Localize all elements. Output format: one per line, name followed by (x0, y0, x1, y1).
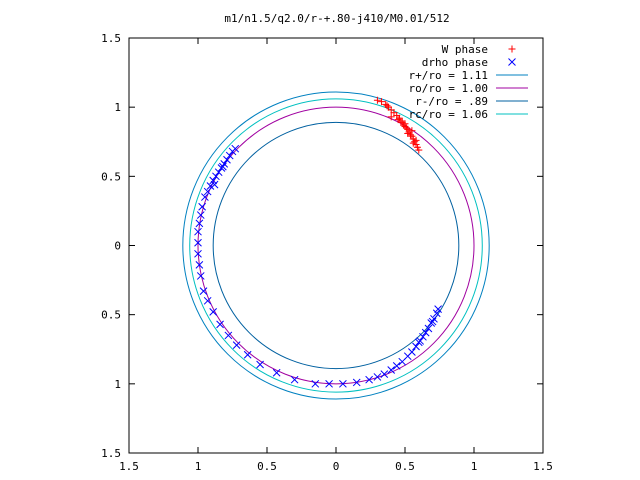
drho-phase-point (194, 249, 202, 258)
drho-phase-point (231, 144, 240, 153)
legend-label: r-/ro = .89 (415, 95, 488, 108)
circle-line (182, 91, 490, 400)
w-phase-point (415, 146, 423, 154)
drho-phase-point (203, 296, 212, 305)
w-phase-point (383, 102, 391, 110)
w-phase-point (408, 127, 416, 135)
drho-phase-point (196, 272, 205, 280)
drho-phase-point (424, 324, 433, 333)
x-tick-label: 1 (195, 460, 202, 473)
drho-phase-point (392, 361, 401, 370)
drho-phase-point (256, 360, 264, 369)
drho-phase-point (194, 238, 202, 247)
legend-label: W phase (442, 43, 488, 56)
circle-line (212, 121, 460, 370)
drho-phase-point (387, 366, 396, 374)
drho-phase-point (290, 375, 299, 384)
drho-phase-point (199, 287, 208, 296)
circle-series-group (182, 91, 490, 400)
drho-phase-point (365, 375, 373, 384)
drho-phase-point (412, 342, 420, 351)
legend-item: r+/ro = 1.11 (409, 69, 528, 82)
drho-phase-point (201, 193, 209, 201)
point-series-group (194, 96, 442, 388)
w-phase-point (394, 116, 402, 124)
drho-phase-point (325, 379, 333, 388)
drho-phase-point (243, 350, 252, 359)
drho-phase-point (432, 309, 441, 318)
legend-marker-swatch (508, 45, 516, 53)
drho-phase-point (408, 348, 416, 356)
w-phase-point (378, 98, 386, 106)
y-tick-label: 0 (114, 240, 121, 253)
drho-phase-point (212, 172, 220, 181)
legend-label: rc/ro = 1.06 (409, 108, 488, 121)
legend-item: ro/ro = 1.00 (409, 82, 528, 95)
drho-phase-point (225, 151, 234, 160)
x-tick-label: 1.5 (119, 460, 139, 473)
w-phase-point (412, 136, 420, 144)
w-phase-point (401, 120, 409, 128)
legend-item: drho phase (422, 56, 516, 69)
drho-phase-point (198, 202, 206, 211)
drho-phase-point (195, 261, 204, 269)
legend-item: W phase (442, 43, 516, 56)
drho-phase-point (380, 370, 389, 379)
w-phase-point (387, 113, 395, 121)
x-tick-label: 1 (471, 460, 478, 473)
w-phase-point (404, 129, 412, 137)
legend-label: drho phase (422, 56, 488, 69)
drho-phase-point (209, 176, 218, 185)
drho-phase-point (206, 182, 215, 190)
legend-label: r+/ro = 1.11 (409, 69, 488, 82)
drho-phase-point (421, 328, 430, 337)
drho-phase-point (209, 308, 218, 316)
legend-marker-swatch (508, 58, 516, 66)
drho-phase-point (203, 187, 212, 196)
drho-phase-point (232, 341, 241, 349)
circle-line (197, 106, 475, 385)
legend-item: rc/ro = 1.06 (409, 108, 528, 121)
x-tick-label: 0 (333, 460, 340, 473)
drho-phase-point (210, 180, 219, 189)
drho-phase-point (195, 219, 204, 228)
y-tick-label: 1 (114, 378, 121, 391)
y-tick-label: 1 (114, 101, 121, 114)
x-tick-label: 0.5 (395, 460, 415, 473)
drho-phase-point (218, 162, 227, 171)
drho-phase-point (419, 332, 427, 341)
drho-phase-point (414, 338, 423, 347)
drho-phase-point (339, 379, 347, 388)
drho-phase-point (214, 168, 223, 177)
chart-title: m1/n1.5/q2.0/r-+.80-j410/M0.01/512 (224, 12, 449, 25)
drho-phase-point (434, 305, 442, 313)
drho-phase-point (224, 331, 233, 340)
circle-line (189, 98, 483, 393)
legend-item: r-/ro = .89 (415, 95, 528, 108)
drho-phase-point (196, 211, 205, 219)
y-tick-label: 0.5 (101, 170, 121, 183)
y-tick-label: 0.5 (101, 309, 121, 322)
drho-phase-point (272, 368, 281, 377)
drho-phase-point (311, 379, 320, 388)
x-tick-label: 1.5 (533, 460, 553, 473)
y-tick-label: 1.5 (101, 447, 121, 460)
drho-phase-point (352, 378, 361, 387)
w-phase-point (373, 96, 381, 104)
y-tick-label: 1.5 (101, 32, 121, 45)
drho-phase-point (223, 155, 231, 164)
axes-group: 1.5 1 0.5 0 0.5 1 1.51.510.500.511.5 (101, 32, 553, 473)
drho-phase-point (428, 317, 437, 326)
x-tick-label: 0.5 (257, 460, 277, 473)
drho-phase-point (220, 160, 229, 168)
drho-phase-point (216, 320, 224, 329)
drho-phase-point (194, 227, 202, 236)
drho-phase-point (373, 373, 382, 381)
w-phase-point (402, 124, 410, 132)
legend-label: ro/ro = 1.00 (409, 82, 488, 95)
